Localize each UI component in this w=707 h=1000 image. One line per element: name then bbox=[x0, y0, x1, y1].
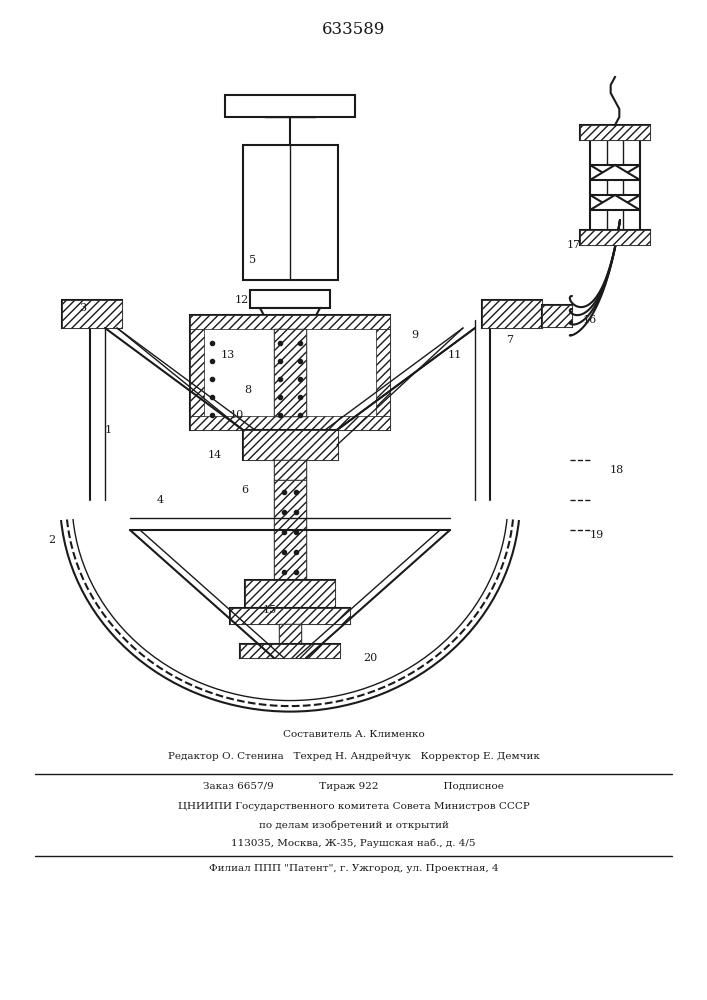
Bar bbox=[580, 230, 650, 245]
Polygon shape bbox=[590, 165, 640, 180]
Bar bbox=[230, 608, 350, 624]
Bar bbox=[225, 95, 355, 117]
Bar bbox=[243, 430, 338, 460]
Text: ЦНИИПИ Государственного комитета Совета Министров СССР: ЦНИИПИ Государственного комитета Совета … bbox=[177, 802, 530, 811]
Text: Редактор О. Стенина   Техред Н. Андрейчук   Корректор Е. Демчик: Редактор О. Стенина Техред Н. Андрейчук … bbox=[168, 752, 539, 761]
Bar bbox=[190, 416, 390, 430]
Text: 9: 9 bbox=[411, 330, 419, 340]
Text: 18: 18 bbox=[610, 465, 624, 475]
Polygon shape bbox=[590, 195, 640, 210]
Text: 1: 1 bbox=[105, 425, 112, 435]
Text: по делам изобретений и открытий: по делам изобретений и открытий bbox=[259, 820, 448, 830]
Text: 4: 4 bbox=[156, 495, 163, 505]
Text: 19: 19 bbox=[590, 530, 604, 540]
Bar bbox=[274, 480, 306, 580]
Bar bbox=[274, 460, 306, 480]
Text: Филиал ППП "Патент", г. Ужгород, ул. Проектная, 4: Филиал ППП "Патент", г. Ужгород, ул. Про… bbox=[209, 864, 498, 873]
Bar bbox=[240, 644, 340, 658]
Bar bbox=[240, 644, 340, 658]
Text: Составитель А. Клименко: Составитель А. Клименко bbox=[283, 730, 424, 739]
Text: 5: 5 bbox=[250, 255, 257, 265]
Text: 20: 20 bbox=[363, 653, 377, 663]
Bar bbox=[542, 305, 572, 327]
Bar bbox=[274, 460, 306, 480]
Text: 12: 12 bbox=[235, 295, 249, 305]
Text: 11: 11 bbox=[448, 350, 462, 360]
Bar bbox=[376, 329, 390, 416]
Bar bbox=[190, 329, 204, 416]
Text: 8: 8 bbox=[245, 385, 252, 395]
Bar bbox=[482, 300, 542, 328]
Bar bbox=[279, 624, 301, 644]
Text: 6: 6 bbox=[241, 485, 249, 495]
Text: 3: 3 bbox=[79, 303, 86, 313]
Bar bbox=[62, 300, 122, 328]
Bar bbox=[243, 430, 338, 460]
Polygon shape bbox=[260, 308, 320, 323]
Bar bbox=[482, 300, 542, 328]
Bar bbox=[250, 290, 330, 308]
Polygon shape bbox=[590, 195, 640, 210]
Text: 10: 10 bbox=[230, 410, 244, 420]
Text: 633589: 633589 bbox=[322, 21, 385, 38]
Bar bbox=[243, 145, 338, 280]
Bar bbox=[274, 480, 306, 580]
Text: Заказ 6657/9              Тираж 922                    Подписное: Заказ 6657/9 Тираж 922 Подписное bbox=[203, 782, 504, 791]
Text: 15: 15 bbox=[263, 605, 277, 615]
Text: 113035, Москва, Ж-35, Раушская наб., д. 4/5: 113035, Москва, Ж-35, Раушская наб., д. … bbox=[231, 838, 476, 848]
Bar bbox=[274, 329, 306, 416]
Bar bbox=[245, 580, 335, 608]
Text: 13: 13 bbox=[221, 350, 235, 360]
Bar bbox=[580, 125, 650, 140]
Bar bbox=[580, 125, 650, 140]
Bar bbox=[190, 315, 390, 329]
Text: 2: 2 bbox=[49, 535, 56, 545]
Bar bbox=[279, 624, 301, 644]
Bar bbox=[62, 300, 122, 328]
Bar bbox=[580, 230, 650, 245]
Polygon shape bbox=[590, 165, 640, 180]
Bar bbox=[274, 329, 306, 416]
Bar bbox=[190, 315, 390, 430]
Text: 14: 14 bbox=[208, 450, 222, 460]
Bar bbox=[245, 580, 335, 608]
Text: 7: 7 bbox=[506, 335, 513, 345]
Text: 17: 17 bbox=[567, 240, 581, 250]
Bar bbox=[230, 608, 350, 624]
Text: 16: 16 bbox=[583, 315, 597, 325]
Bar bbox=[542, 305, 572, 327]
